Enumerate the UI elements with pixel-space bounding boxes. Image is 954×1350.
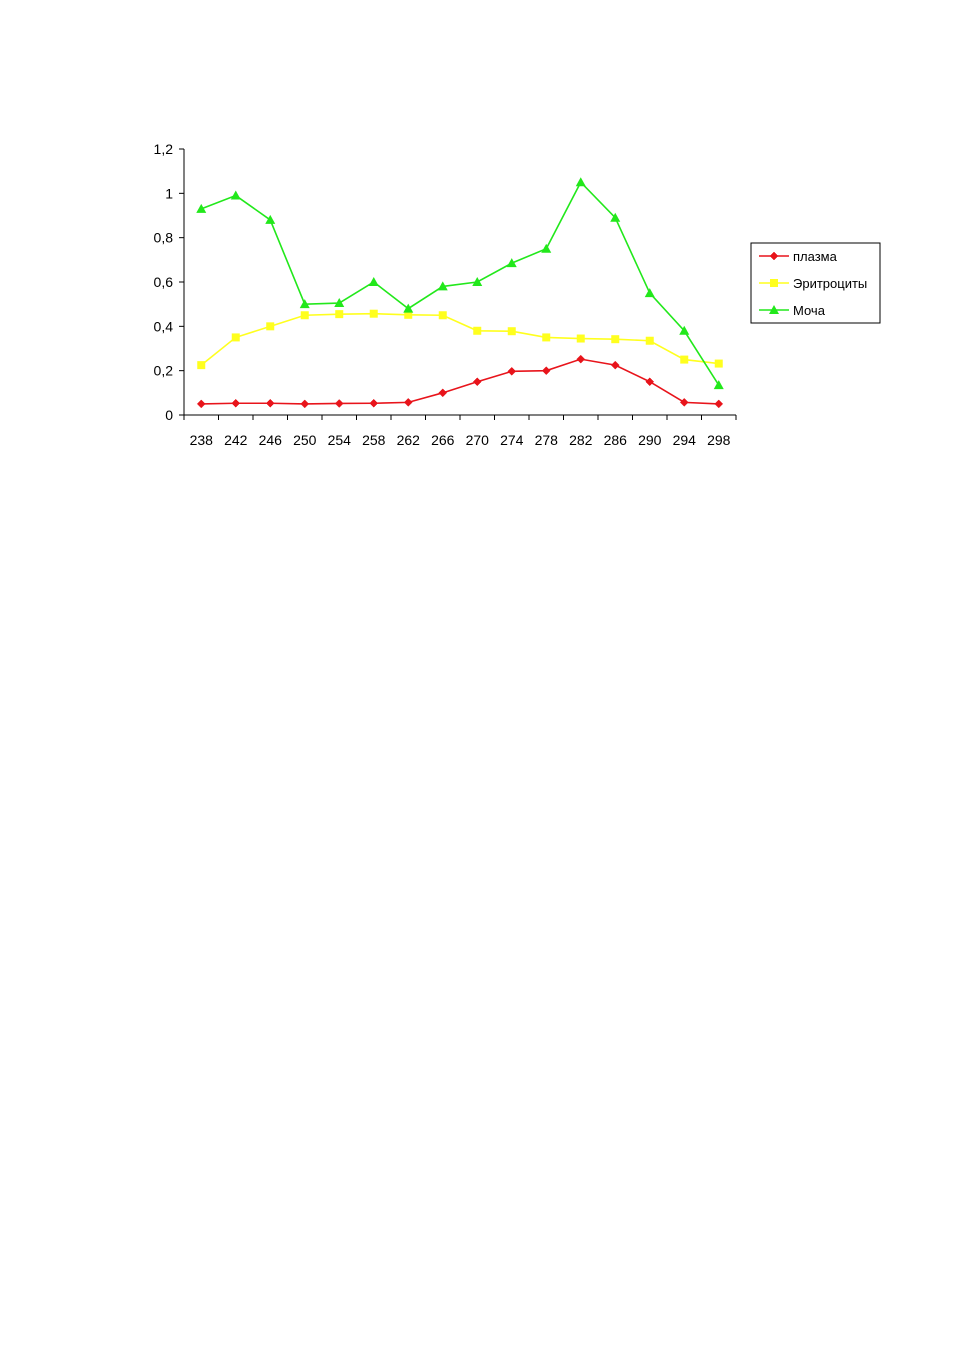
data-point <box>473 326 482 335</box>
x-tick-label: 262 <box>397 432 421 448</box>
legend-swatch-marker <box>769 251 779 261</box>
data-point <box>645 336 654 345</box>
legend-swatch-marker <box>769 305 779 314</box>
data-point <box>714 399 724 409</box>
data-point <box>231 333 240 342</box>
legend-item: Эритроциты <box>759 276 867 291</box>
data-point <box>610 360 620 370</box>
axes: 0 0,2 0,4 0,6 0,8 1 1,2 238 242 246 250 254 258 262 26… <box>154 141 737 448</box>
y-tick-label: 0,8 <box>154 230 174 246</box>
data-point <box>369 309 378 318</box>
data-point <box>230 190 241 200</box>
data-point <box>197 361 206 370</box>
data-point <box>680 355 689 364</box>
data-point <box>196 203 207 213</box>
data-point <box>507 366 517 376</box>
data-point <box>196 399 206 409</box>
data-point <box>335 310 344 319</box>
y-tick-label: 1,2 <box>154 141 174 157</box>
data-point <box>541 243 552 253</box>
y-tick-label: 1 <box>165 185 173 201</box>
x-tick-label: 250 <box>293 432 317 448</box>
data-point <box>265 214 276 224</box>
x-tick-label: 246 <box>259 432 283 448</box>
legend-item: Моча <box>759 303 826 318</box>
data-point <box>610 212 621 222</box>
data-point <box>611 335 620 344</box>
data-point <box>403 303 414 313</box>
x-tick-label: 290 <box>638 432 662 448</box>
data-point <box>645 377 655 387</box>
data-point <box>334 298 345 308</box>
x-tick-label: 270 <box>466 432 490 448</box>
data-point <box>644 288 655 298</box>
y-tick-label: 0 <box>165 407 173 423</box>
data-point <box>541 366 551 376</box>
legend-swatch-marker <box>770 279 778 287</box>
series-line <box>201 358 719 405</box>
x-tick-label: 278 <box>535 432 559 448</box>
x-tick-label: 294 <box>673 432 697 448</box>
data-point <box>679 325 690 335</box>
data-point <box>438 311 447 320</box>
data-point <box>714 359 723 368</box>
legend-label: плазма <box>793 249 838 264</box>
data-point <box>300 399 310 409</box>
data-point <box>575 177 586 187</box>
x-tick-label: 274 <box>500 432 524 448</box>
data-point <box>472 277 483 286</box>
y-tick-label: 0,4 <box>154 318 174 334</box>
x-tick-label: 282 <box>569 432 593 448</box>
y-tick-label: 0,2 <box>154 363 174 379</box>
data-point <box>542 333 551 342</box>
data-point <box>438 388 448 398</box>
x-tick-label: 286 <box>604 432 628 448</box>
data-point <box>404 310 413 319</box>
x-tick-label: 254 <box>328 432 352 448</box>
data-point <box>265 398 275 408</box>
data-point <box>334 399 344 408</box>
series-line <box>200 180 720 386</box>
data-point <box>507 327 516 336</box>
data-point <box>713 380 724 390</box>
data-point <box>576 334 585 343</box>
x-tick-label: 238 <box>190 432 214 448</box>
x-tick-label: 242 <box>224 432 248 448</box>
legend-label: Моча <box>793 303 826 318</box>
data-point <box>437 281 448 291</box>
x-tick-label: 298 <box>707 432 731 448</box>
data-point <box>368 277 379 286</box>
legend: плазма Эритроциты Моча <box>750 242 881 324</box>
data-point <box>266 322 275 331</box>
data-point <box>369 398 379 408</box>
data-point <box>231 398 241 408</box>
data-point <box>679 398 689 407</box>
data-point <box>300 311 309 320</box>
data-point <box>403 398 413 407</box>
y-tick-label: 0,6 <box>154 274 174 290</box>
series-line <box>200 312 719 366</box>
data-point <box>472 377 482 387</box>
x-tick-label: 258 <box>362 432 386 448</box>
data-point <box>506 258 517 268</box>
legend-label: Эритроциты <box>793 276 867 291</box>
data-point <box>576 354 586 364</box>
legend-item: плазма <box>759 249 838 264</box>
data-point <box>299 299 310 309</box>
series-2 <box>196 177 724 390</box>
series-0 <box>196 354 724 409</box>
x-tick-label: 266 <box>431 432 455 448</box>
series-layer <box>196 177 724 409</box>
series-1 <box>197 309 723 370</box>
